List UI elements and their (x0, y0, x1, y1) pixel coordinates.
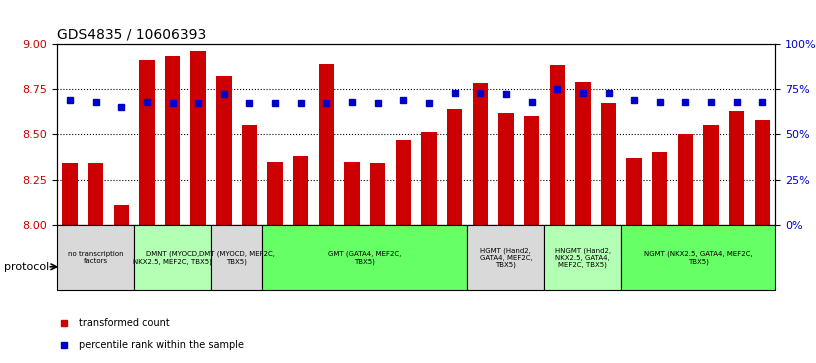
FancyBboxPatch shape (621, 225, 775, 290)
Bar (575, 82, 591, 225)
Text: percentile rank within the sample: percentile rank within the sample (78, 340, 244, 350)
Bar (88, 163, 104, 225)
Text: DMT (MYOCD, MEF2C,
TBX5): DMT (MYOCD, MEF2C, TBX5) (198, 251, 275, 265)
Bar (165, 56, 180, 225)
FancyBboxPatch shape (57, 225, 134, 290)
Bar (242, 125, 257, 225)
Bar (268, 162, 283, 225)
Text: no transcription
factors: no transcription factors (68, 251, 123, 264)
Text: HGMT (Hand2,
GATA4, MEF2C,
TBX5): HGMT (Hand2, GATA4, MEF2C, TBX5) (480, 247, 532, 268)
FancyBboxPatch shape (134, 225, 211, 290)
Bar (472, 83, 488, 225)
Text: transformed count: transformed count (78, 318, 170, 328)
Bar (293, 156, 308, 225)
Bar (216, 76, 232, 225)
Text: DMNT (MYOCD,
NKX2.5, MEF2C, TBX5): DMNT (MYOCD, NKX2.5, MEF2C, TBX5) (133, 251, 212, 265)
Bar (62, 163, 78, 225)
Bar (652, 152, 667, 225)
FancyBboxPatch shape (544, 225, 621, 290)
Text: protocol: protocol (4, 262, 49, 272)
Bar (627, 158, 642, 225)
Bar (549, 65, 565, 225)
Bar (140, 60, 154, 225)
Bar (370, 163, 385, 225)
Bar (755, 120, 770, 225)
Bar (344, 162, 360, 225)
Text: HNGMT (Hand2,
NKX2.5, GATA4,
MEF2C, TBX5): HNGMT (Hand2, NKX2.5, GATA4, MEF2C, TBX5… (555, 247, 611, 268)
Bar (396, 140, 411, 225)
Bar (319, 64, 334, 225)
Bar (421, 132, 437, 225)
Bar (678, 134, 693, 225)
Bar (524, 116, 539, 225)
Bar (601, 103, 616, 225)
FancyBboxPatch shape (468, 225, 544, 290)
Bar (447, 109, 463, 225)
Bar (499, 113, 513, 225)
Bar (703, 125, 719, 225)
Text: NGMT (NKX2.5, GATA4, MEF2C,
TBX5): NGMT (NKX2.5, GATA4, MEF2C, TBX5) (644, 251, 752, 265)
Text: GDS4835 / 10606393: GDS4835 / 10606393 (57, 27, 206, 41)
Bar (113, 205, 129, 225)
Bar (190, 51, 206, 225)
FancyBboxPatch shape (211, 225, 262, 290)
Bar (729, 111, 744, 225)
Text: GMT (GATA4, MEF2C,
TBX5): GMT (GATA4, MEF2C, TBX5) (328, 251, 401, 265)
FancyBboxPatch shape (262, 225, 468, 290)
